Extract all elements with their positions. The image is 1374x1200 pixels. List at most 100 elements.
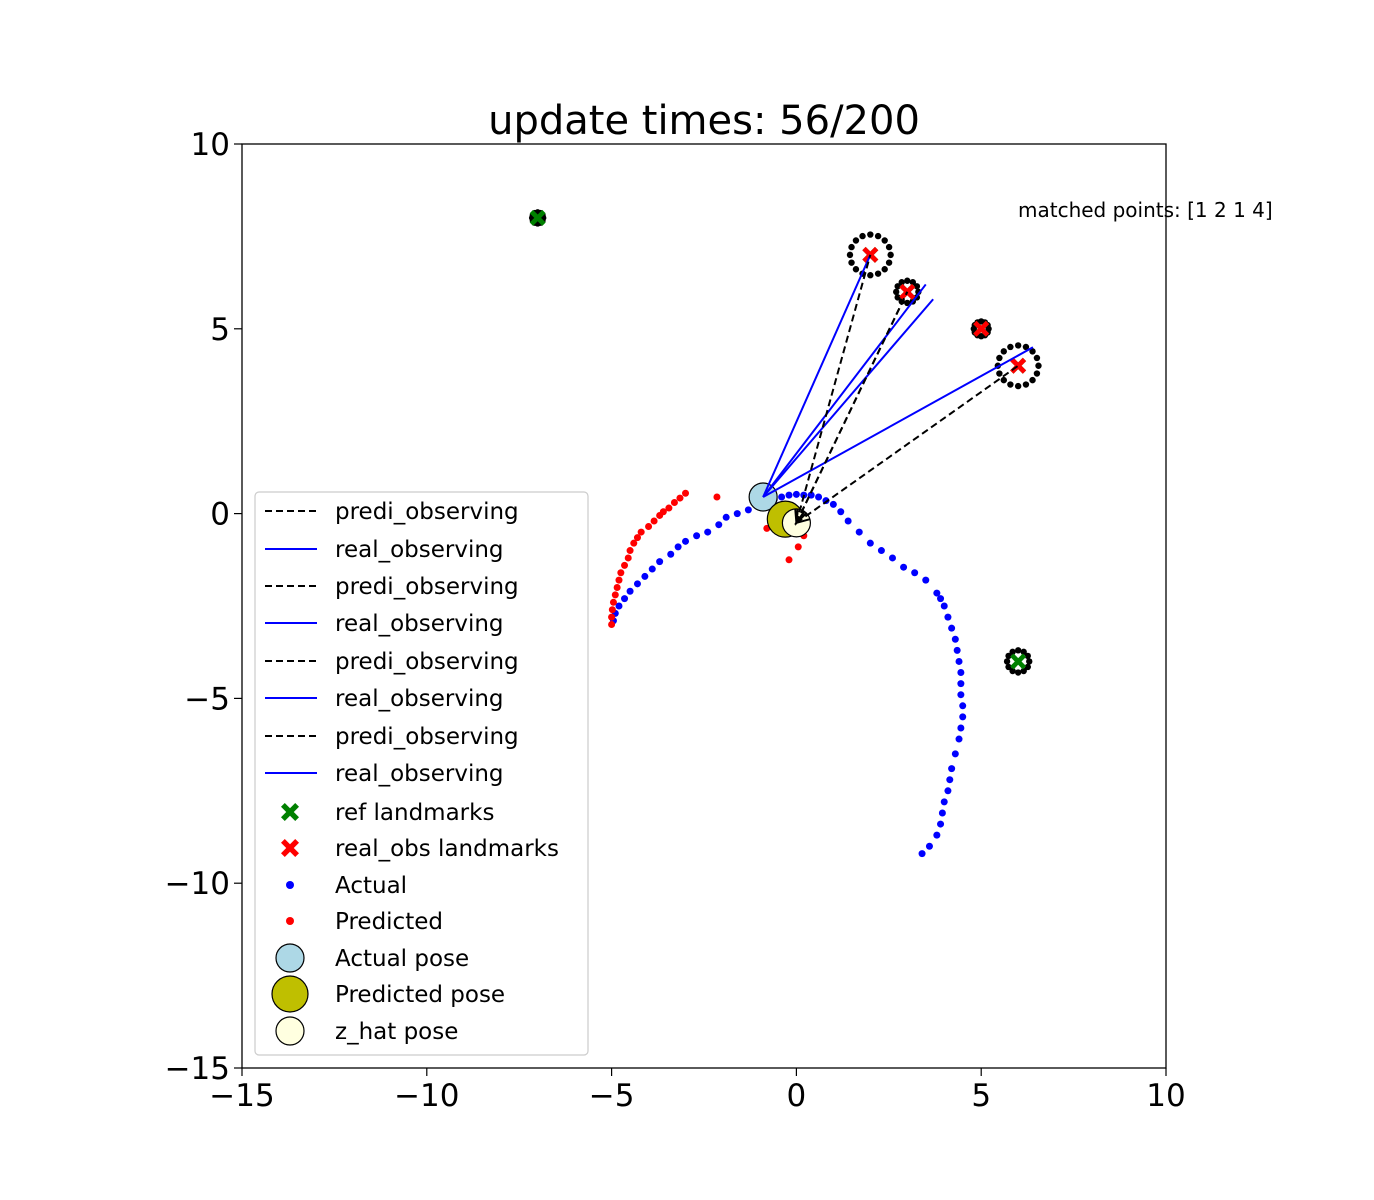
legend-swatch-green-x (281, 803, 299, 821)
landmark-sample-dot (1035, 362, 1042, 369)
predicted-point (617, 569, 625, 577)
actual-point (733, 510, 741, 518)
actual-point (940, 798, 948, 806)
actual-point (951, 635, 959, 643)
actual-point (641, 572, 649, 580)
landmark-sample-dot (1014, 382, 1022, 390)
legend-label: real_observing (335, 761, 504, 787)
actual-point (656, 558, 664, 566)
plot-area (528, 209, 1042, 858)
landmark-sample-dot (1029, 348, 1036, 355)
legend-item: predi_observing (265, 574, 519, 600)
legend-swatch-z-hat-pose (275, 1016, 305, 1046)
legend-label: predi_observing (335, 499, 519, 525)
landmark-sample-dot (846, 251, 854, 259)
legend-item: real_observing (265, 537, 504, 563)
actual-point (829, 500, 837, 508)
ref-landmark-marker-5-shape (1010, 653, 1027, 670)
legend-item: predi_observing (265, 649, 519, 675)
predicted-point (682, 489, 690, 497)
legend-label: Actual (335, 873, 407, 899)
landmark-sample-dot (852, 266, 860, 273)
legend-item: predi_observing (265, 724, 519, 750)
predicted-point (609, 598, 617, 606)
landmark-sample-ring-5 (1003, 647, 1033, 676)
landmark-sample-dot (909, 279, 917, 286)
landmark-sample-dot (1007, 343, 1014, 351)
actual-point (888, 554, 896, 562)
landmark-sample-dot (1026, 658, 1033, 665)
actual-point (959, 702, 967, 710)
landmark-sample-ring-1 (846, 231, 894, 279)
predicted-point (645, 523, 653, 531)
actual-point (944, 613, 952, 621)
actual-point (937, 595, 945, 603)
predicted-point (794, 543, 802, 551)
landmark-sample-dot (848, 243, 855, 251)
actual-point (918, 850, 926, 858)
actual-point (957, 691, 965, 699)
legend-label: real_observing (335, 611, 504, 637)
real-observing-line-0 (762, 254, 872, 498)
landmark-sample-dot (852, 237, 860, 244)
landmark-sample-dot (1014, 669, 1022, 676)
y-tick-label: 5 (210, 312, 230, 348)
predicted-point (611, 591, 619, 599)
predicted-series (608, 489, 808, 628)
real-obs-landmark-marker-2-shape (973, 320, 990, 337)
y-tick-label: 10 (191, 127, 230, 163)
actual-point (785, 491, 793, 499)
predi-observing-line-3 (795, 364, 1019, 524)
actual-series (609, 490, 967, 858)
legend-swatch-red-x-shape (281, 839, 299, 857)
predicted-point (630, 539, 638, 547)
landmark-sample-dot (904, 277, 911, 284)
actual-point (957, 669, 965, 677)
landmark-sample-dot (1003, 658, 1011, 665)
actual-point (866, 539, 874, 547)
legend-label: predi_observing (335, 574, 519, 600)
landmark-sample-dot (885, 259, 893, 266)
predicted-point (665, 504, 673, 512)
landmark-sample-dot (1024, 652, 1031, 660)
actual-point (722, 513, 730, 521)
actual-point (911, 569, 919, 577)
landmark-sample-dot (904, 299, 911, 307)
legend-swatch-predicted-pose (271, 975, 309, 1013)
actual-point (837, 508, 845, 516)
actual-point (948, 765, 956, 773)
predicted-point (633, 534, 641, 542)
actual-point (682, 537, 690, 545)
landmark-sample-dot (1014, 647, 1022, 654)
x-tick-label: 10 (1146, 1078, 1185, 1114)
y-tick-label: −10 (165, 866, 230, 902)
actual-point (940, 602, 948, 610)
x-tick-label: 5 (971, 1078, 991, 1114)
y-tick-label: −5 (184, 681, 230, 717)
actual-point (900, 563, 908, 571)
actual-point (953, 646, 961, 654)
actual-point (938, 809, 946, 817)
legend-swatch-actual-pose (275, 943, 305, 973)
legend-item: real_obs landmarks (281, 836, 559, 862)
actual-point (937, 820, 945, 828)
predicted-point (659, 508, 667, 516)
actual-point (946, 776, 954, 784)
landmark-sample-dot (1005, 663, 1012, 671)
landmark-sample-dot (881, 266, 888, 273)
actual-point (807, 491, 815, 499)
actual-point (792, 490, 800, 498)
real-observing-line-2 (762, 298, 934, 498)
landmark-sample-dot (1024, 663, 1031, 671)
landmark-sample-dot (1022, 343, 1030, 351)
legend-label: real_observing (335, 537, 504, 563)
actual-point (925, 842, 933, 850)
y-tick-label: −15 (165, 1051, 230, 1087)
actual-point (944, 787, 952, 795)
landmark-sample-dot (848, 259, 855, 266)
ref-landmark-marker-0-shape (529, 209, 546, 226)
legend-label: Actual pose (335, 946, 469, 972)
landmark-sample-dot (1014, 342, 1022, 349)
landmark-sample-dot (885, 243, 893, 251)
predi-observing-arrowhead-3 (794, 510, 811, 525)
